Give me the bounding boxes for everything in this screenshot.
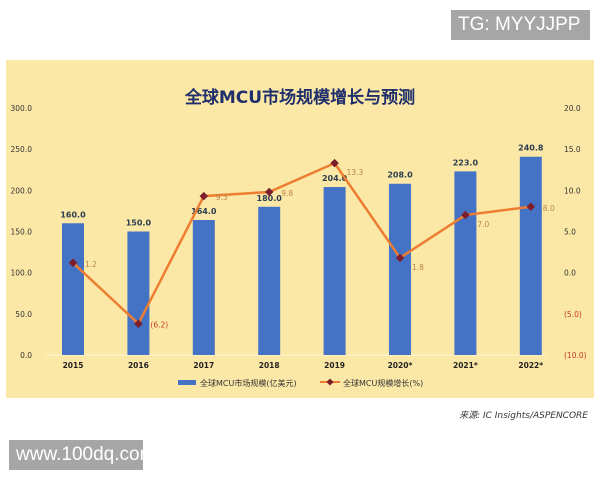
bar-2022* — [519, 156, 542, 355]
line-label: 1.8 — [412, 263, 424, 272]
x-tick-label: 2019 — [324, 361, 345, 370]
line-point-2018 — [264, 187, 274, 197]
left-axis-tick: 300.0 — [11, 104, 33, 113]
bar-2020* — [389, 183, 411, 355]
left-axis-tick: 150.0 — [11, 228, 33, 237]
line-point-2016 — [134, 319, 143, 328]
bar-label: 160.0 — [60, 210, 86, 219]
bar-2017 — [192, 219, 215, 355]
line-label: (6.2) — [150, 321, 168, 330]
right-axis-tick: 0.0 — [564, 269, 576, 278]
x-tick-label: 2015 — [63, 361, 84, 370]
bar-2015 — [62, 223, 84, 355]
source-note: 来源: IC Insights/ASPENCORE — [459, 411, 588, 421]
legend-line-marker — [326, 378, 334, 386]
line-label: 8.0 — [543, 204, 555, 213]
growth-line — [72, 161, 531, 326]
bar-2018 — [258, 206, 281, 355]
x-tick-label: 2016 — [128, 361, 149, 370]
right-axis-tick: (5.0) — [564, 310, 582, 319]
line-point-2017 — [199, 191, 209, 201]
line-label: 9.3 — [216, 193, 228, 202]
left-axis-tick: 200.0 — [11, 186, 33, 195]
line-point-2019 — [330, 158, 339, 168]
legend-bar-swatch — [178, 380, 196, 385]
right-axis-tick: 15.0 — [564, 145, 581, 154]
line-point-2021* — [461, 210, 470, 220]
legend-line-label: 全球MCU规模增长(%) — [343, 378, 423, 388]
right-axis-tick: 20.0 — [564, 104, 581, 113]
line-point-2020* — [395, 253, 405, 263]
chart-title: 全球MCU市场规模增长与预测 — [184, 87, 415, 108]
x-tick-label: 2018 — [259, 361, 280, 370]
bar-label: 204.0 — [322, 174, 348, 183]
bar-label: 164.0 — [191, 207, 217, 216]
bar-label: 150.0 — [126, 219, 152, 228]
line-label: 13.3 — [347, 168, 364, 177]
right-axis-tick: (10.0) — [564, 351, 587, 360]
line-label: 1.2 — [85, 260, 97, 269]
bar-2019 — [323, 187, 346, 355]
x-tick-label: 2022* — [518, 361, 543, 370]
legend-bar-label: 全球MCU市场规模(亿美元) — [200, 378, 297, 388]
bar-label: 208.0 — [387, 171, 413, 180]
bar-2021* — [454, 171, 477, 355]
left-axis-tick: 0.0 — [20, 351, 32, 360]
bar-2016 — [127, 231, 150, 355]
line-label: 7.0 — [477, 220, 489, 229]
left-axis-tick: 50.0 — [15, 310, 32, 319]
chart-panel: 全球MCU市场规模增长与预测 0.0 50.0 100.0 150.0 200.0 250.… — [6, 60, 594, 398]
right-axis-tick: 10.0 — [564, 186, 581, 195]
bar-label: 240.8 — [518, 144, 544, 153]
line-label: 9.8 — [281, 189, 293, 198]
right-axis-tick: 5.0 — [564, 228, 576, 237]
x-tick-label: 2020* — [388, 361, 413, 370]
watermark-tg: TG: MYYJJPP — [451, 10, 590, 40]
left-axis-tick: 100.0 — [11, 269, 33, 278]
bar-label: 180.0 — [257, 194, 283, 203]
bar-label: 223.0 — [453, 158, 479, 167]
watermark-site: www.100dq.com — [9, 440, 155, 470]
x-tick-label: 2017 — [193, 361, 214, 370]
x-tick-label: 2021* — [453, 361, 478, 370]
left-axis-tick: 250.0 — [11, 145, 33, 154]
chart: 全球MCU市场规模增长与预测 0.0 50.0 100.0 150.0 200.0 250.… — [11, 87, 587, 388]
